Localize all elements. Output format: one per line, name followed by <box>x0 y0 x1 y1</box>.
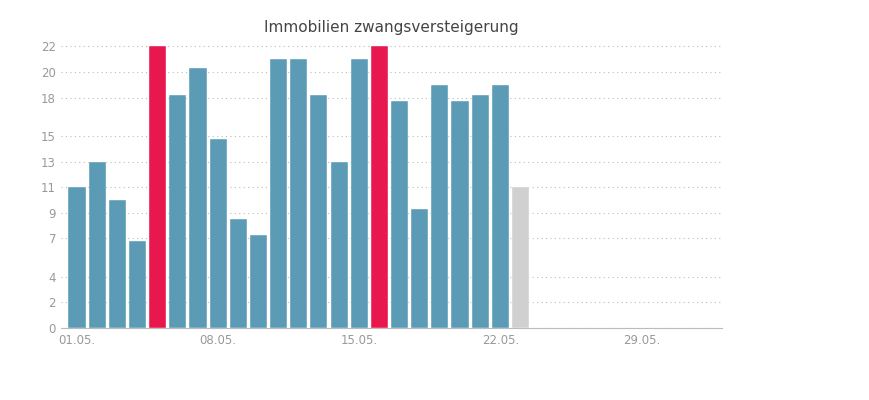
Bar <box>129 241 146 328</box>
Bar <box>370 46 388 328</box>
Bar <box>471 95 488 328</box>
Bar <box>69 187 85 328</box>
Bar <box>390 102 408 328</box>
Bar <box>269 59 287 328</box>
Bar <box>310 95 327 328</box>
Bar <box>189 68 206 328</box>
Bar <box>290 59 307 328</box>
Bar <box>330 162 348 328</box>
Bar <box>431 85 448 328</box>
Bar <box>209 138 227 328</box>
Bar <box>411 209 428 328</box>
Bar <box>350 59 368 328</box>
Bar <box>89 162 106 328</box>
Bar <box>169 95 186 328</box>
Bar <box>249 234 267 328</box>
Bar <box>109 200 126 328</box>
Bar <box>491 85 508 328</box>
Title: Immobilien zwangsversteigerung: Immobilien zwangsversteigerung <box>264 20 518 35</box>
Bar <box>451 102 468 328</box>
Bar <box>229 219 247 328</box>
Bar <box>511 187 528 328</box>
Bar <box>149 46 166 328</box>
